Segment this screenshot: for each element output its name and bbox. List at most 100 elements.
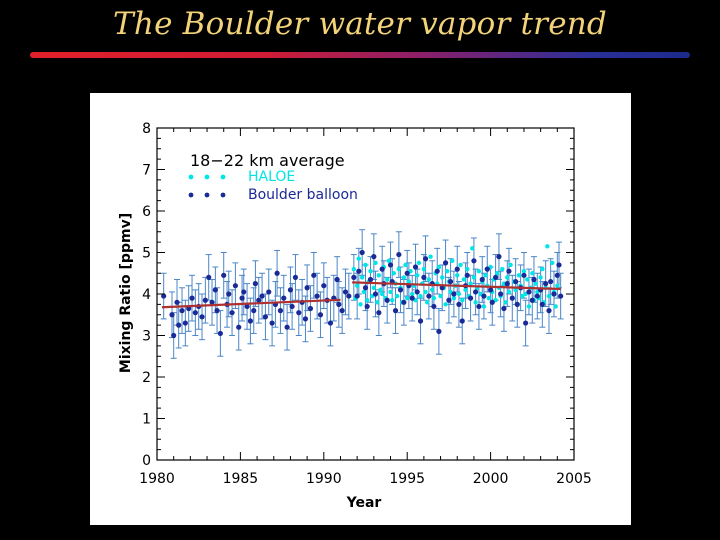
haloe-point xyxy=(525,277,530,282)
haloe-point xyxy=(396,266,402,272)
balloon-point xyxy=(436,328,442,334)
balloon-point xyxy=(221,272,227,278)
haloe-point xyxy=(440,275,445,280)
legend-marker xyxy=(204,192,210,198)
balloon-point xyxy=(523,320,529,326)
haloe-point xyxy=(371,285,377,290)
haloe-point xyxy=(361,289,367,295)
haloe-point xyxy=(513,287,518,293)
balloon-point xyxy=(281,295,287,301)
balloon-point xyxy=(464,272,470,278)
balloon-point xyxy=(336,301,342,307)
balloon-point xyxy=(256,297,262,303)
haloe-point xyxy=(503,300,508,305)
balloon-point xyxy=(251,308,257,314)
haloe-point xyxy=(378,287,383,293)
y-tick-label: 5 xyxy=(142,246,151,262)
balloon-point xyxy=(212,287,218,293)
haloe-point xyxy=(358,302,363,307)
balloon-point xyxy=(387,262,394,268)
balloon-point xyxy=(302,316,309,322)
balloon-point xyxy=(412,264,419,270)
balloon-point xyxy=(359,249,365,256)
balloon-point xyxy=(269,320,275,326)
balloon-point xyxy=(161,293,167,299)
haloe-point xyxy=(521,268,527,274)
haloe-point xyxy=(460,298,465,303)
balloon-point xyxy=(346,293,352,299)
balloon-point xyxy=(259,293,265,299)
haloe-point xyxy=(428,254,433,259)
haloe-point xyxy=(359,275,365,280)
haloe-point xyxy=(364,298,370,303)
balloon-point xyxy=(239,295,245,301)
haloe-point xyxy=(406,279,412,284)
x-tick-label: 1995 xyxy=(389,471,425,487)
haloe-point xyxy=(500,266,505,272)
haloe-point xyxy=(354,283,360,288)
balloon-point xyxy=(471,258,477,264)
balloon-point xyxy=(484,266,490,272)
haloe-point xyxy=(533,281,538,286)
haloe-point xyxy=(356,256,362,261)
balloon-point xyxy=(334,276,340,283)
balloon-point xyxy=(206,274,212,280)
balloon-point xyxy=(392,308,399,314)
balloon-point xyxy=(321,283,327,289)
balloon-point xyxy=(551,291,557,297)
legend: HALOE Boulder balloon xyxy=(188,169,358,203)
balloon-point xyxy=(396,251,402,258)
balloon-point xyxy=(182,320,188,326)
haloe-point xyxy=(351,266,357,272)
balloon-point xyxy=(422,256,429,262)
haloe-point xyxy=(418,293,423,299)
haloe-point xyxy=(456,291,462,297)
balloon-point xyxy=(431,303,437,310)
balloon-point xyxy=(439,285,445,291)
haloe-point xyxy=(376,273,382,278)
haloe-point xyxy=(455,273,460,278)
haloe-point xyxy=(415,273,420,278)
x-axis-label: Year xyxy=(346,495,382,511)
haloe-point xyxy=(495,271,500,276)
y-axis-label: Mixing Ratio [ppmv] xyxy=(118,213,134,373)
balloon-point xyxy=(241,289,247,295)
haloe-point xyxy=(416,260,422,266)
balloon-point xyxy=(199,314,205,320)
haloe-points xyxy=(351,244,560,309)
balloon-point xyxy=(479,276,485,283)
haloe-point xyxy=(388,289,393,295)
balloon-point xyxy=(417,318,424,324)
balloon-point xyxy=(379,266,385,272)
balloon-point xyxy=(266,289,272,295)
haloe-point xyxy=(473,300,478,305)
balloon-point xyxy=(467,295,474,301)
haloe-point xyxy=(545,244,550,249)
haloe-point xyxy=(405,295,410,301)
haloe-point xyxy=(431,295,437,301)
haloe-point xyxy=(461,277,467,282)
balloon-point xyxy=(556,262,562,268)
balloon-point xyxy=(404,270,410,276)
balloon-point xyxy=(521,272,527,278)
legend-entry-label: Boulder balloon xyxy=(248,187,358,203)
balloon-point xyxy=(558,293,564,299)
haloe-point xyxy=(508,262,513,268)
balloon-point xyxy=(476,303,482,310)
haloe-point xyxy=(468,281,473,286)
balloon-point xyxy=(454,266,460,272)
legend-marker xyxy=(188,174,194,180)
balloon-point xyxy=(236,324,242,330)
balloon-point xyxy=(342,289,349,295)
balloon-point xyxy=(296,310,302,316)
balloon-point xyxy=(327,320,334,326)
balloon-point xyxy=(509,295,515,301)
balloon-point xyxy=(372,291,379,297)
balloon-point xyxy=(489,299,495,305)
haloe-point xyxy=(540,266,545,272)
balloon-point xyxy=(472,289,479,295)
y-tick-label: 3 xyxy=(142,329,151,345)
trend-lines xyxy=(161,281,561,309)
balloon-point xyxy=(354,293,360,299)
legend-marker xyxy=(204,174,210,180)
